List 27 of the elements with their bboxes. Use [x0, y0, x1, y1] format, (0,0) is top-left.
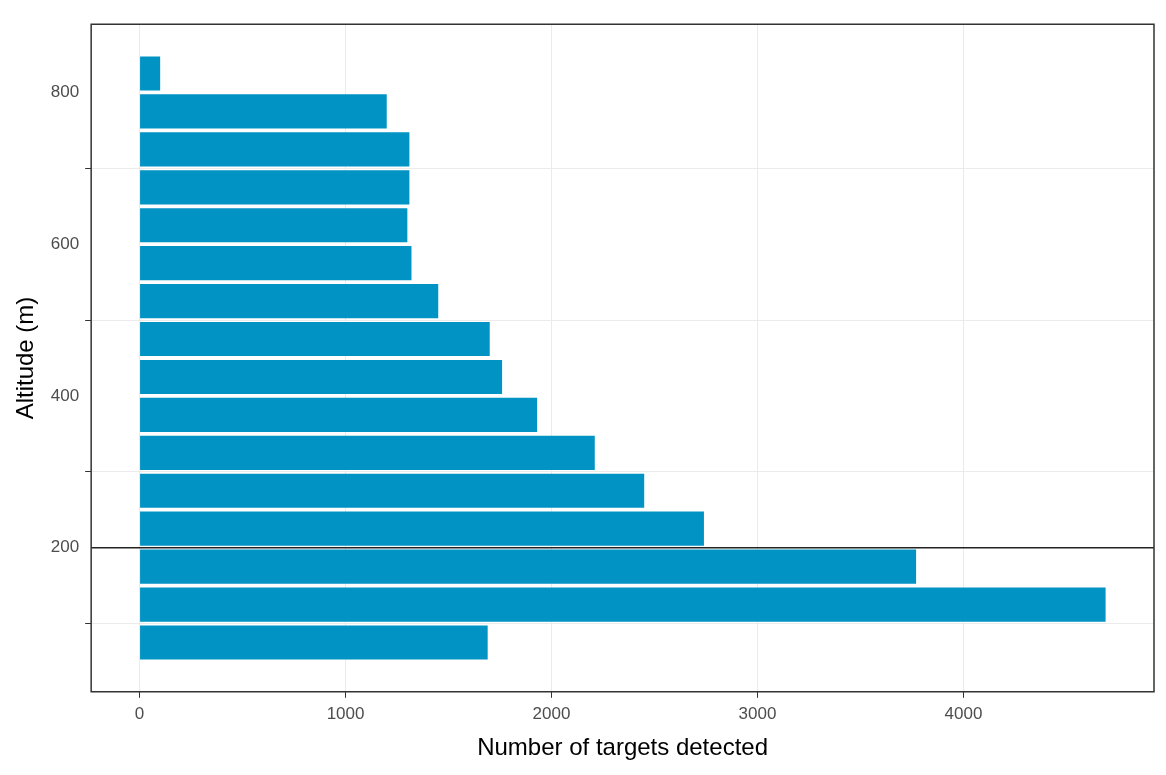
bar — [140, 56, 161, 91]
bar — [140, 94, 387, 129]
bar — [140, 321, 490, 357]
x-tick-label: 4000 — [944, 703, 983, 723]
bar — [140, 511, 704, 546]
y-tick-label: 400 — [50, 385, 80, 405]
x-tick-label: 0 — [134, 703, 145, 723]
bar — [140, 359, 503, 395]
x-tick-label: 3000 — [738, 703, 777, 723]
y-tick-label: 200 — [50, 537, 80, 557]
y-tick-label: 800 — [50, 82, 80, 102]
x-axis-title: Number of targets detected — [477, 733, 768, 761]
y-tick-label: 600 — [50, 233, 80, 253]
bar — [140, 170, 410, 205]
bar — [140, 397, 538, 432]
y-axis-title: Altitude (m) — [11, 296, 39, 420]
x-tick-label: 2000 — [532, 703, 571, 723]
bar — [140, 284, 439, 319]
bar — [140, 246, 412, 281]
bar — [140, 208, 408, 243]
bar — [140, 435, 595, 470]
x-tick-label: 1000 — [326, 703, 365, 723]
bar — [140, 549, 917, 584]
bar — [140, 473, 645, 508]
bar — [140, 587, 1106, 622]
bar — [140, 625, 488, 660]
bar — [140, 132, 410, 167]
